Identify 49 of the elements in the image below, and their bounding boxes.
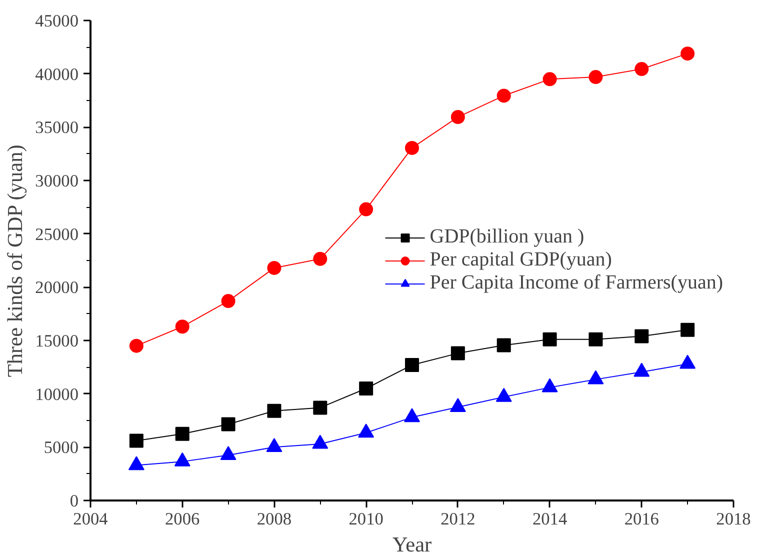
x-tick-label: 2018 (716, 510, 751, 528)
point (405, 358, 419, 372)
point (680, 46, 695, 61)
x-tick-label: 2008 (256, 510, 292, 528)
point (634, 62, 649, 76)
point (542, 72, 557, 86)
x-tick-label: 2010 (348, 510, 384, 528)
point (175, 426, 190, 441)
point (267, 404, 282, 418)
point (129, 338, 144, 353)
point (496, 338, 511, 352)
x-tick-label: 2012 (440, 510, 476, 528)
legend-label: Per capital GDP(yuan) (430, 248, 612, 272)
point (588, 332, 603, 346)
point (588, 70, 603, 84)
legend-label: GDP(billion yuan ) (430, 226, 584, 248)
point (542, 332, 557, 346)
point (359, 202, 374, 216)
x-tick-label: 2004 (73, 510, 108, 528)
point (129, 434, 144, 448)
y-tick-label: 5000 (44, 438, 78, 458)
point (267, 260, 282, 275)
x-tick-label: 2006 (165, 510, 200, 528)
point (313, 252, 328, 266)
point (450, 110, 465, 124)
x-tick-label: 2016 (624, 510, 660, 528)
y-tick-label: 25000 (35, 224, 79, 244)
point (405, 140, 419, 155)
y-tick-label: 40000 (35, 64, 79, 84)
y-axis-title: Three kinds of GDP (yuan) (3, 144, 28, 378)
y-tick-label: 10000 (35, 384, 79, 404)
point (313, 400, 328, 415)
point (359, 382, 374, 396)
y-tick-label: 0 (70, 492, 79, 510)
point (175, 320, 190, 334)
point (221, 417, 236, 432)
point (680, 322, 695, 337)
point (496, 88, 511, 103)
y-tick-label: 45000 (35, 12, 79, 30)
legend-label: Per Capita Income of Farmers(yuan) (430, 272, 723, 294)
point (221, 294, 236, 308)
y-tick-label: 35000 (35, 118, 79, 138)
y-tick-label: 30000 (35, 172, 79, 190)
x-axis-title: Year (392, 532, 432, 556)
y-tick-label: 20000 (35, 278, 79, 298)
y-tick-label: 15000 (35, 332, 79, 350)
point (634, 329, 649, 344)
x-tick-label: 2014 (532, 510, 568, 528)
point (450, 346, 465, 360)
